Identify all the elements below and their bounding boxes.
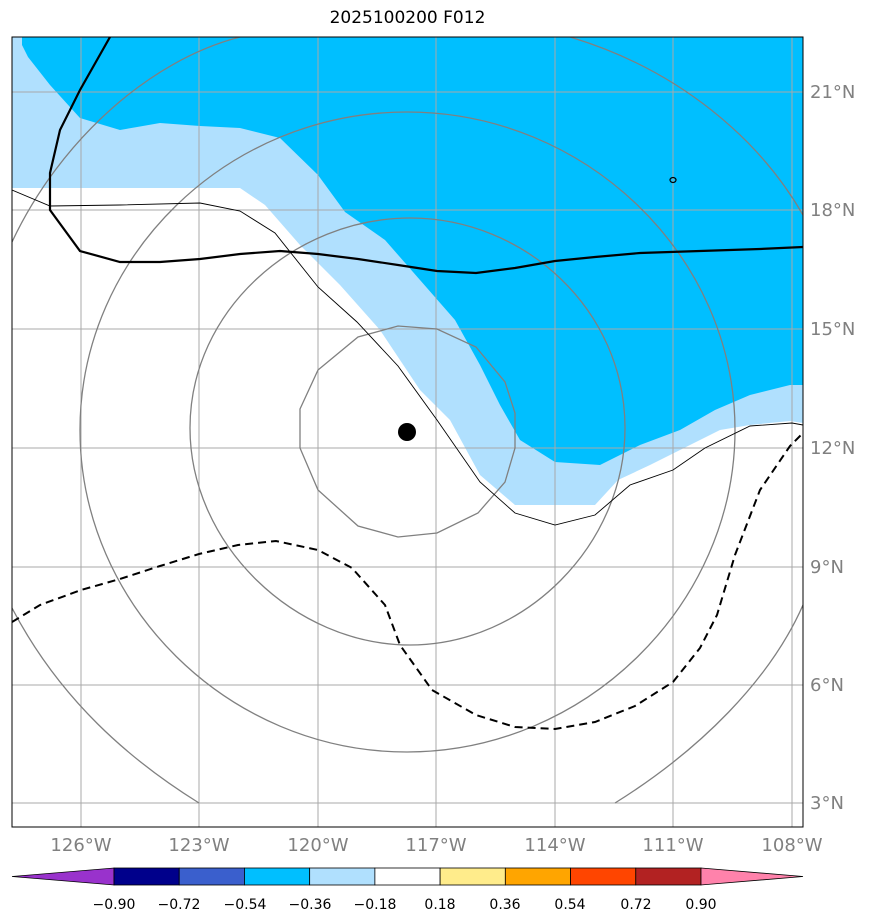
colorbar-label: −0.72 bbox=[158, 897, 201, 913]
colorbar-label: 0.90 bbox=[685, 897, 716, 913]
colorbar bbox=[11, 867, 804, 886]
colorbar-label: 0.18 bbox=[424, 897, 455, 913]
lon-label: 117°W bbox=[405, 835, 466, 856]
colorbar-segment bbox=[113, 867, 180, 886]
lat-label: 18°N bbox=[810, 200, 855, 221]
range-ring-2 bbox=[189, 217, 626, 646]
colorbar-label: 0.54 bbox=[554, 897, 585, 913]
map-title: 2025100200 F012 bbox=[329, 8, 486, 28]
contour-thick bbox=[48, 37, 803, 275]
colorbar-segment bbox=[244, 867, 311, 886]
colorbar-segment bbox=[439, 867, 506, 886]
contour-dashed bbox=[12, 432, 803, 731]
colorbar-label: −0.90 bbox=[93, 897, 136, 913]
map-area bbox=[12, 37, 803, 827]
range-ring-4 bbox=[614, 604, 803, 804]
storm-center-marker bbox=[398, 423, 416, 441]
colorbar-label: 0.36 bbox=[489, 897, 520, 913]
range-ring-4 bbox=[12, 607, 200, 804]
lat-label: 6°N bbox=[810, 675, 844, 696]
colorbar-segment bbox=[570, 867, 637, 886]
lat-label: 9°N bbox=[810, 557, 844, 578]
colorbar-segment bbox=[504, 867, 571, 886]
gridlines bbox=[12, 37, 803, 827]
colorbar-label: 0.72 bbox=[620, 897, 651, 913]
lat-label: 12°N bbox=[810, 438, 855, 459]
colorbar-segment bbox=[178, 867, 245, 886]
shade-blue bbox=[22, 37, 803, 465]
range-ring-4 bbox=[569, 37, 803, 216]
lon-label: 111°W bbox=[642, 835, 703, 856]
colorbar-segment bbox=[374, 867, 441, 886]
lon-label: 120°W bbox=[287, 835, 348, 856]
lat-label: 15°N bbox=[810, 319, 855, 340]
lat-label: 21°N bbox=[810, 82, 855, 103]
colorbar-segment bbox=[309, 867, 376, 886]
contour-thin bbox=[12, 189, 803, 526]
colorbar-extend-low bbox=[11, 867, 115, 886]
lat-label: 3°N bbox=[810, 793, 844, 814]
latitude-labels: 3°N 6°N 9°N 12°N 15°N 18°N 21°N bbox=[810, 82, 855, 814]
lon-label: 123°W bbox=[168, 835, 229, 856]
lon-label: 108°W bbox=[761, 835, 822, 856]
colorbar-label: −0.36 bbox=[289, 897, 332, 913]
range-ring-1 bbox=[299, 325, 516, 538]
colorbar-extend-high bbox=[700, 867, 804, 886]
range-ring-4 bbox=[12, 37, 241, 243]
map-frame bbox=[11, 36, 804, 828]
colorbar-label: −0.54 bbox=[224, 897, 267, 913]
colorbar-labels: −0.90 −0.72 −0.54 −0.36 −0.18 0.18 0.36 … bbox=[93, 897, 717, 913]
range-rings bbox=[12, 37, 803, 804]
range-ring-3 bbox=[79, 111, 736, 753]
colorbar-segment bbox=[635, 867, 702, 886]
lon-label: 126°W bbox=[50, 835, 111, 856]
colorbar-label: −0.18 bbox=[354, 897, 397, 913]
longitude-labels: 126°W 123°W 120°W 117°W 114°W 111°W 108°… bbox=[50, 835, 822, 856]
lon-label: 114°W bbox=[524, 835, 585, 856]
contour-small-loop bbox=[669, 176, 677, 184]
